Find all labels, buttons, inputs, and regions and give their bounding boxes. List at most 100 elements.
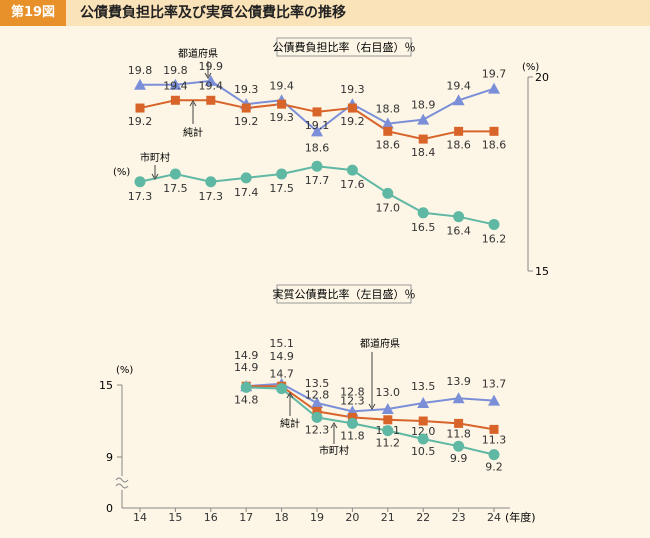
top-point-municipality-20 (346, 164, 358, 176)
top-value-municipality-20: 17.6 (340, 178, 365, 191)
top-point-prefecture-19 (311, 125, 323, 137)
top-point-total-17 (241, 103, 251, 113)
bottom-axis-label-15: 15 (99, 379, 113, 392)
bottom-marks: 14.915.113.512.8 13.0 13.5 13.9 13.714.914.9… (234, 337, 506, 474)
chart-area: 公債費負担比率（右目盛）％ 20 15 (%) (%) 19.8 19.8 19.9… (99, 37, 549, 524)
top-value-prefecture-16: 19.9 (199, 60, 224, 73)
bottom-value-municipality-20: 11.8 (340, 429, 365, 442)
x-tick-label-18: 18 (275, 511, 289, 524)
top-value-prefecture-19: 18.6 (305, 141, 330, 154)
top-point-prefecture-22 (417, 113, 430, 125)
top-value-prefecture-22: 18.9 (411, 99, 436, 112)
bottom-value-total-17: 14.9 (234, 361, 259, 374)
x-axis-unit: (年度) (505, 510, 536, 524)
bottom-value-prefecture-21: 13.0 (376, 386, 401, 399)
top-point-prefecture-21 (381, 117, 394, 129)
x-tick-label-19: 19 (310, 511, 324, 524)
top-arrowhead-total (189, 100, 197, 107)
bottom-point-total-24 (489, 424, 499, 434)
bottom-line-municipality (246, 386, 495, 456)
top-left-unit: (%) (113, 167, 130, 178)
bottom-value-municipality-19: 12.3 (305, 423, 330, 436)
bottom-label-total: 純計 (280, 417, 300, 430)
top-value-total-17: 19.2 (234, 115, 259, 128)
bottom-value-prefecture-20: 12.8 (340, 385, 365, 398)
bottom-value-prefecture-17: 14.9 (234, 349, 259, 362)
bottom-point-total-23 (454, 418, 464, 428)
top-value-municipality-22: 16.5 (411, 221, 436, 234)
top-value-municipality-18: 17.5 (269, 182, 294, 195)
top-value-total-24: 18.6 (482, 138, 507, 151)
top-point-total-14 (135, 103, 145, 113)
bottom-value-municipality-21: 11.2 (376, 437, 401, 450)
bottom-line-prefecture (246, 382, 495, 413)
top-point-total-15 (170, 95, 180, 105)
bottom-arrowhead-total (286, 392, 294, 399)
top-value-prefecture-18: 19.4 (269, 79, 294, 92)
top-point-prefecture-15 (169, 78, 182, 90)
bottom-point-prefecture-24 (488, 394, 500, 406)
top-value-prefecture-15: 19.8 (163, 64, 188, 77)
x-tick-label-24: 24 (487, 511, 501, 524)
top-label-total: 純計 (183, 126, 203, 139)
bottom-value-prefecture-19: 13.5 (305, 377, 330, 390)
top-point-total-22 (418, 134, 428, 144)
bottom-value-total-18: 14.9 (269, 350, 294, 363)
bottom-point-municipality-21 (382, 425, 394, 437)
figure-title: 公債費負担比率及び実質公債費比率の推移 (80, 5, 346, 21)
top-point-municipality-15 (169, 168, 181, 180)
bottom-point-total-21 (383, 415, 393, 425)
bottom-point-municipality-18 (276, 383, 288, 395)
bottom-point-total-22 (418, 416, 428, 426)
top-value-total-19: 19.1 (305, 119, 330, 132)
top-value-municipality-21: 17.0 (376, 201, 401, 214)
bottom-point-total-19 (312, 406, 322, 416)
top-point-municipality-16 (205, 176, 217, 188)
bottom-value-municipality-23: 9.9 (450, 452, 468, 465)
top-value-prefecture-21: 18.8 (376, 103, 401, 116)
bottom-point-total-20 (347, 412, 357, 422)
top-value-total-23: 18.6 (446, 138, 471, 151)
top-value-prefecture-17: 19.3 (234, 83, 259, 96)
bottom-point-prefecture-23 (452, 392, 465, 404)
top-chart: 公債費負担比率（右目盛）％ 20 15 (%) (%) 19.8 19.8 19.9… (113, 37, 549, 278)
bottom-value-prefecture-23: 13.9 (446, 375, 471, 388)
bottom-axis-label-0: 0 (106, 502, 113, 515)
bottom-point-municipality-20 (346, 417, 358, 429)
top-point-total-24 (489, 126, 499, 136)
top-label-prefecture: 都道府県 (178, 47, 218, 60)
bottom-value-total-20: 12.3 (340, 394, 365, 407)
top-value-prefecture-24: 19.7 (482, 68, 507, 81)
bottom-axis-unit: (%) (116, 365, 133, 376)
bottom-value-prefecture-24: 13.7 (482, 378, 507, 391)
bottom-label-municipality: 市町村 (319, 444, 349, 457)
x-ticks: 14 15 16 17 18 19 20 21 22 23 24 (133, 508, 501, 524)
axis-break-mark-1 (115, 477, 129, 483)
top-point-total-18 (277, 99, 287, 109)
top-axis-unit: (%) (522, 62, 539, 73)
x-tick-label-21: 21 (381, 511, 395, 524)
top-value-total-22: 18.4 (411, 146, 436, 159)
top-point-municipality-14 (134, 176, 146, 188)
bottom-label-prefecture: 都道府県 (360, 337, 400, 350)
bottom-point-prefecture-19 (311, 397, 323, 408)
bottom-point-municipality-23 (453, 440, 465, 452)
figure-label: 第19図 (0, 0, 66, 26)
top-point-prefecture-23 (452, 94, 465, 106)
top-marks: 19.8 19.8 19.9 19.3 19.4 18.6 19.3 18.8 18.9 19.4… (128, 60, 507, 246)
bottom-point-municipality-19 (311, 411, 323, 423)
x-tick-label-22: 22 (416, 511, 430, 524)
top-point-municipality-22 (417, 207, 429, 219)
top-axis-label-20: 20 (535, 71, 549, 84)
top-point-total-20 (347, 103, 357, 113)
x-tick-label-15: 15 (168, 511, 182, 524)
bottom-arrowhead-prefecture (368, 403, 376, 410)
top-point-prefecture-24 (488, 82, 500, 94)
bottom-axis-label-9: 9 (106, 451, 113, 464)
top-value-prefecture-23: 19.4 (446, 79, 471, 92)
bottom-value-prefecture-22: 13.5 (411, 380, 436, 393)
top-chart-title: 公債費負担比率（右目盛）％ (273, 40, 416, 54)
top-value-municipality-15: 17.5 (163, 182, 188, 195)
top-axis-label-15: 15 (535, 265, 549, 278)
top-chart-title-box (276, 37, 412, 57)
